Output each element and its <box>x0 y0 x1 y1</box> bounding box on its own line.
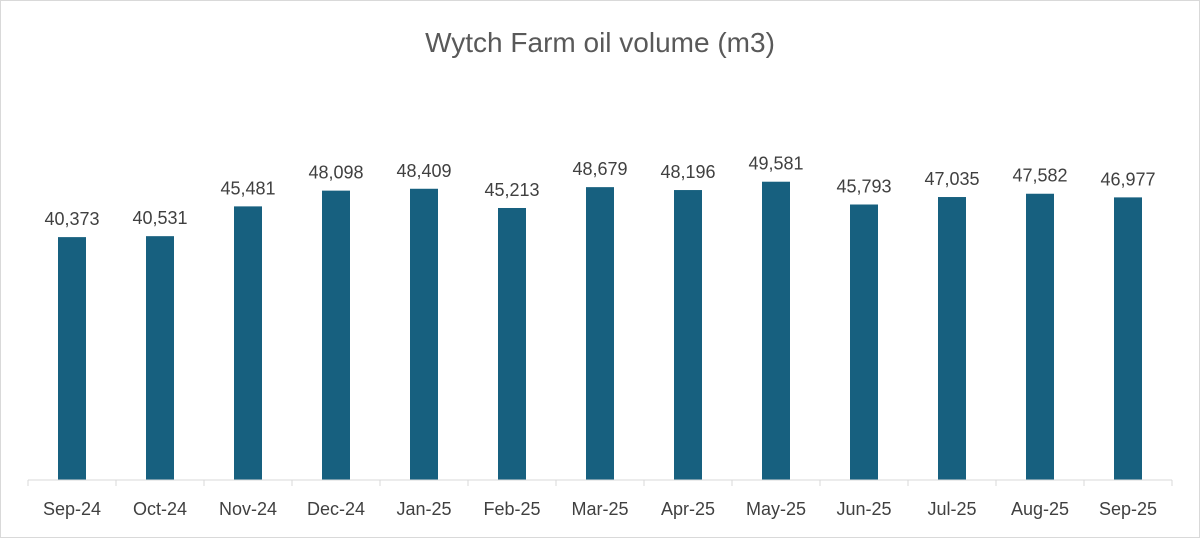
x-tick-label: Mar-25 <box>571 499 628 519</box>
x-tick-label: Nov-24 <box>219 499 277 519</box>
x-tick-label: May-25 <box>746 499 806 519</box>
data-label: 45,793 <box>836 177 891 197</box>
bar-jun-25 <box>850 204 878 480</box>
chart-title: Wytch Farm oil volume (m3) <box>425 27 775 58</box>
x-tick-label: Jan-25 <box>396 499 451 519</box>
x-tick-label: Sep-25 <box>1099 499 1157 519</box>
bar-sep-25 <box>1114 197 1142 480</box>
bar-feb-25 <box>498 207 526 481</box>
data-label: 48,196 <box>660 162 715 182</box>
x-tick-label: Sep-24 <box>43 499 101 519</box>
data-label: 48,679 <box>572 159 627 179</box>
x-axis-labels: Sep-24 Oct-24 Nov-24 Dec-24 Jan-25 Feb-25 Mar-… <box>43 499 1157 519</box>
data-label: 49,581 <box>748 154 803 174</box>
data-label: 40,373 <box>44 209 99 229</box>
bar-oct-24 <box>146 236 174 480</box>
data-labels: 40,373 40,531 45,481 48,098 48,409 45,213 48,6… <box>44 154 1155 229</box>
bar-mar-25 <box>586 187 614 480</box>
data-label: 45,213 <box>484 180 539 200</box>
x-tick-label: Feb-25 <box>483 499 540 519</box>
x-axis-ticks <box>27 480 1173 486</box>
data-label: 40,531 <box>132 208 187 228</box>
bar-sep-24 <box>58 237 86 480</box>
x-tick-label: Dec-24 <box>307 499 365 519</box>
bar-may-25 <box>762 181 790 481</box>
data-label: 48,409 <box>396 161 451 181</box>
data-label: 48,098 <box>308 163 363 183</box>
x-tick-label: Jul-25 <box>927 499 976 519</box>
bar-aug-25 <box>1026 193 1054 481</box>
data-label: 46,977 <box>1100 169 1155 189</box>
x-tick-label: Oct-24 <box>133 499 187 519</box>
x-tick-label: Jun-25 <box>836 499 891 519</box>
bar-dec-24 <box>322 190 350 480</box>
data-label: 45,481 <box>220 178 275 198</box>
x-tick-label: Apr-25 <box>661 499 715 519</box>
data-label: 47,035 <box>924 169 979 189</box>
bars-group <box>58 181 1142 481</box>
bar-apr-25 <box>674 190 702 481</box>
bar-jul-25 <box>938 197 966 480</box>
bar-jan-25 <box>410 188 438 481</box>
x-tick-label: Aug-25 <box>1011 499 1069 519</box>
data-label: 47,582 <box>1012 166 1067 186</box>
bar-nov-24 <box>234 206 262 480</box>
